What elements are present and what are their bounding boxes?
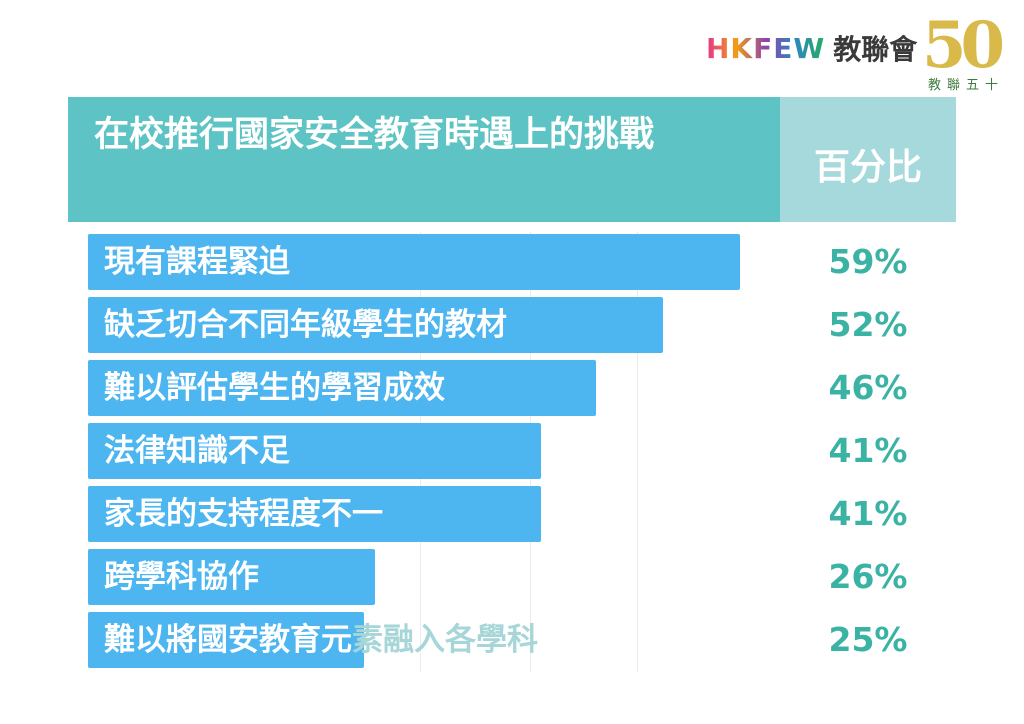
table-header (68, 97, 780, 222)
gridline (637, 232, 638, 672)
percent-value: 59% (828, 242, 908, 281)
bar (88, 486, 542, 542)
percent-value: 52% (828, 305, 908, 344)
anniversary-logo: 50 (922, 8, 1005, 83)
anniversary-text: 教聯五十 (928, 78, 1005, 93)
bar (88, 612, 365, 668)
brand-logo-en: HKFEW (706, 31, 826, 65)
brand-logo-zh: 教聯會 (833, 33, 918, 66)
bar-label: 法律知識不足 (104, 433, 290, 469)
percent-value: 41% (828, 494, 908, 533)
bar (88, 423, 542, 479)
percent-value: 25% (828, 620, 908, 659)
brand-logo: HKFEW 教聯會 (706, 28, 917, 68)
bar-label: 家長的支持程度不一 (104, 496, 383, 532)
percent-header-label: 百分比 (813, 147, 922, 188)
bar-label: 現有課程緊迫 (104, 244, 290, 280)
bar (88, 360, 597, 416)
bar-label: 難以將國安教育元素融入各學科 (104, 622, 538, 658)
percent-value: 41% (828, 431, 908, 470)
percent-value: 26% (828, 557, 908, 596)
chart-title: 在校推行國家安全教育時遇上的挑戰 (94, 115, 655, 155)
percent-header (780, 97, 956, 222)
bar (88, 549, 376, 605)
bar (88, 297, 663, 353)
bar-label: 缺乏切合不同年級學生的教材 (104, 307, 507, 343)
bar (88, 234, 740, 290)
bar-label: 跨學科協作 (104, 559, 259, 595)
bar-label: 難以評估學生的學習成效 (104, 370, 445, 406)
percent-value: 46% (828, 368, 908, 407)
